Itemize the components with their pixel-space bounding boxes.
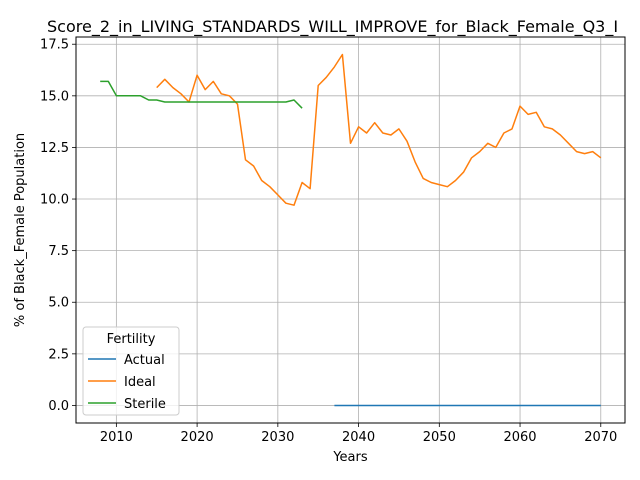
legend-label-sterile: Sterile <box>124 397 166 412</box>
y-tick-label: 12.5 <box>40 141 69 156</box>
y-tick-label: 5.0 <box>48 296 69 311</box>
series-line-ideal <box>156 53 602 206</box>
y-tick-label: 7.5 <box>48 244 69 259</box>
x-tick-label: 2030 <box>261 430 294 445</box>
series-line-sterile <box>100 80 303 109</box>
x-axis-label: Years <box>332 450 368 465</box>
legend-box <box>82 326 180 416</box>
y-tick-label: 2.5 <box>48 347 69 362</box>
legend-title: Fertility <box>107 332 156 347</box>
y-tick-label: 10.0 <box>40 193 69 208</box>
chart-title: Score_2_in_LIVING_STANDARDS_WILL_IMPROVE… <box>47 17 618 37</box>
y-tick-label: 0.0 <box>48 399 69 414</box>
series-layer <box>100 53 602 407</box>
x-tick-label: 2010 <box>100 430 133 445</box>
x-tick-label: 2050 <box>423 430 456 445</box>
y-tick-label: 15.0 <box>40 89 69 104</box>
y-axis-label: % of Black_Female Population <box>13 133 28 327</box>
x-tick-label: 2040 <box>342 430 375 445</box>
x-tick-label: 2020 <box>181 430 214 445</box>
legend-label-actual: Actual <box>124 353 165 368</box>
legend: Fertility Actual Ideal Sterile <box>82 326 180 416</box>
x-tick-label: 2070 <box>584 430 617 445</box>
x-tick-label: 2060 <box>503 430 536 445</box>
y-tick-label: 17.5 <box>40 38 69 53</box>
ticks: 2010 2020 2030 2040 2050 2060 2070 0.0 2.5 5.0 7.5… <box>40 38 617 445</box>
legend-label-ideal: Ideal <box>124 375 156 390</box>
plot-frame <box>75 36 626 424</box>
